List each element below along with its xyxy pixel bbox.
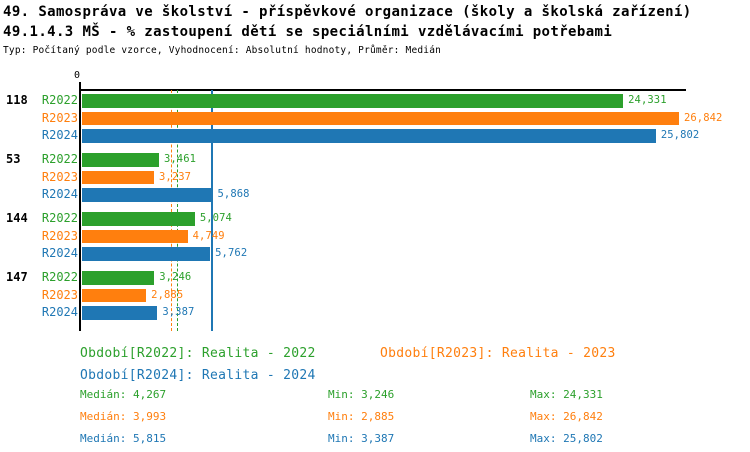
bar-value-label: 25,802 bbox=[660, 129, 700, 141]
stat-median-r2024: Medián: 5,815 bbox=[80, 432, 167, 445]
stat-median-r2023: Medián: 3,993 bbox=[80, 410, 167, 423]
bar-value-label: 24,331 bbox=[628, 94, 667, 106]
group-label-118: 118 bbox=[6, 93, 28, 107]
stat-min-r2024: Min: 3,387 bbox=[328, 432, 395, 445]
series-row-label: R2024 bbox=[41, 305, 78, 319]
stat-max-r2022: Max: 24,331 bbox=[530, 388, 603, 401]
series-row-label: R2023 bbox=[41, 169, 78, 184]
bar-r2023-118 bbox=[82, 111, 679, 125]
series-row-label: R2024 bbox=[41, 128, 78, 142]
series-row-label: R2022 bbox=[41, 270, 78, 284]
stat-max-r2023: Max: 26,842 bbox=[530, 410, 603, 423]
legend-item-r2023: Období[R2023]: Realita - 2023 bbox=[380, 346, 616, 361]
bar-value-label: 3,387 bbox=[162, 306, 195, 318]
median-line-r2024 bbox=[211, 90, 214, 331]
stat-min-r2022: Min: 3,246 bbox=[328, 388, 395, 401]
x-axis-line bbox=[79, 89, 686, 91]
chart-title: 49.1.4.3 MŠ - % zastoupení dětí se speci… bbox=[3, 24, 613, 40]
bar-r2023-147 bbox=[82, 288, 147, 302]
bar-r2023-53 bbox=[82, 170, 154, 184]
bar-r2023-144 bbox=[82, 229, 188, 243]
bar-r2022-147 bbox=[82, 271, 155, 285]
bar-r2022-118 bbox=[82, 94, 624, 108]
stat-max-r2024: Max: 25,802 bbox=[530, 432, 603, 445]
median-line-r2023 bbox=[170, 90, 172, 331]
bar-value-label: 3,461 bbox=[163, 153, 197, 165]
bar-value-label: 26,842 bbox=[683, 111, 723, 124]
series-row-label: R2022 bbox=[41, 93, 78, 107]
legend-item-r2022: Období[R2022]: Realita - 2022 bbox=[80, 346, 316, 361]
series-row-label: R2024 bbox=[41, 246, 78, 260]
page-title: 49. Samospráva ve školství - příspěvkové… bbox=[3, 4, 692, 20]
series-row-label: R2023 bbox=[41, 228, 78, 243]
median-line-r2022 bbox=[176, 90, 178, 331]
legend-item-r2024: Období[R2024]: Realita - 2024 bbox=[80, 368, 316, 383]
series-row-label: R2022 bbox=[41, 152, 78, 166]
bar-r2024-147 bbox=[82, 306, 158, 320]
bar-r2024-118 bbox=[82, 129, 656, 143]
bar-value-label: 5,074 bbox=[199, 212, 232, 224]
x-axis-zero-tick-label: 0 bbox=[74, 70, 81, 81]
group-label-53: 53 bbox=[6, 152, 21, 166]
y-axis-line bbox=[79, 82, 81, 331]
stat-median-r2022: Medián: 4,267 bbox=[80, 388, 167, 401]
series-row-label: R2023 bbox=[41, 110, 78, 125]
bar-r2022-144 bbox=[82, 212, 195, 226]
bar-value-label: 3,237 bbox=[158, 170, 192, 183]
chart-subtitle: Typ: Počítaný podle vzorce, Vyhodnocení:… bbox=[3, 45, 442, 56]
group-label-144: 144 bbox=[6, 211, 28, 225]
stat-min-r2023: Min: 2,885 bbox=[328, 410, 395, 423]
bar-value-label: 2,885 bbox=[151, 288, 184, 301]
bar-value-label: 4,749 bbox=[192, 229, 225, 242]
series-row-label: R2023 bbox=[41, 287, 78, 302]
series-row-label: R2024 bbox=[41, 187, 78, 201]
bar-r2024-144 bbox=[82, 247, 211, 261]
bar-value-label: 5,762 bbox=[215, 247, 248, 259]
group-label-147: 147 bbox=[6, 270, 28, 284]
bar-value-label: 5,868 bbox=[217, 188, 250, 200]
series-row-label: R2022 bbox=[41, 211, 78, 225]
bar-r2022-53 bbox=[82, 153, 159, 167]
bar-r2024-53 bbox=[82, 188, 213, 202]
bar-value-label: 3,246 bbox=[159, 271, 192, 283]
